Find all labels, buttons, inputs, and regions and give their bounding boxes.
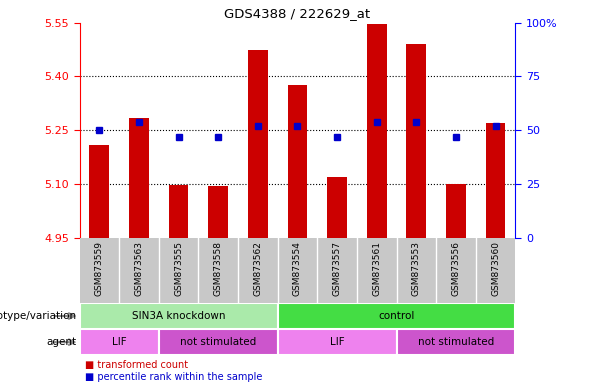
Text: GSM873562: GSM873562 [253, 241, 262, 296]
Bar [277, 303, 515, 329]
Text: LIF: LIF [330, 337, 345, 347]
Bar [277, 329, 396, 355]
Text: LIF: LIF [112, 337, 127, 347]
Bar [396, 329, 515, 355]
Bar [486, 123, 505, 238]
Bar [129, 118, 149, 238]
Text: control: control [378, 311, 415, 321]
Text: not stimulated: not stimulated [418, 337, 494, 347]
Text: ■ transformed count: ■ transformed count [85, 360, 188, 370]
Bar [80, 303, 277, 329]
Bar [248, 50, 268, 238]
Text: GSM873558: GSM873558 [214, 241, 223, 296]
Bar [209, 186, 228, 238]
Bar [90, 144, 109, 238]
Bar [406, 44, 426, 238]
Title: GDS4388 / 222629_at: GDS4388 / 222629_at [224, 7, 370, 20]
Bar [327, 177, 347, 238]
Bar [168, 185, 188, 238]
Text: agent: agent [47, 337, 77, 347]
Bar [159, 329, 277, 355]
Bar [446, 184, 466, 238]
Text: SIN3A knockdown: SIN3A knockdown [132, 311, 226, 321]
Text: GSM873559: GSM873559 [95, 241, 104, 296]
Text: GSM873561: GSM873561 [372, 241, 381, 296]
Text: not stimulated: not stimulated [180, 337, 256, 347]
Text: GSM873556: GSM873556 [451, 241, 461, 296]
Text: GSM873555: GSM873555 [174, 241, 183, 296]
Text: GSM873553: GSM873553 [412, 241, 421, 296]
Text: GSM873557: GSM873557 [333, 241, 342, 296]
Text: GSM873563: GSM873563 [134, 241, 144, 296]
Bar [367, 25, 386, 238]
Text: genotype/variation: genotype/variation [0, 311, 77, 321]
Bar [80, 329, 159, 355]
Text: GSM873554: GSM873554 [293, 241, 302, 296]
Text: ■ percentile rank within the sample: ■ percentile rank within the sample [85, 372, 263, 382]
Text: GSM873560: GSM873560 [491, 241, 500, 296]
Bar [287, 85, 307, 238]
